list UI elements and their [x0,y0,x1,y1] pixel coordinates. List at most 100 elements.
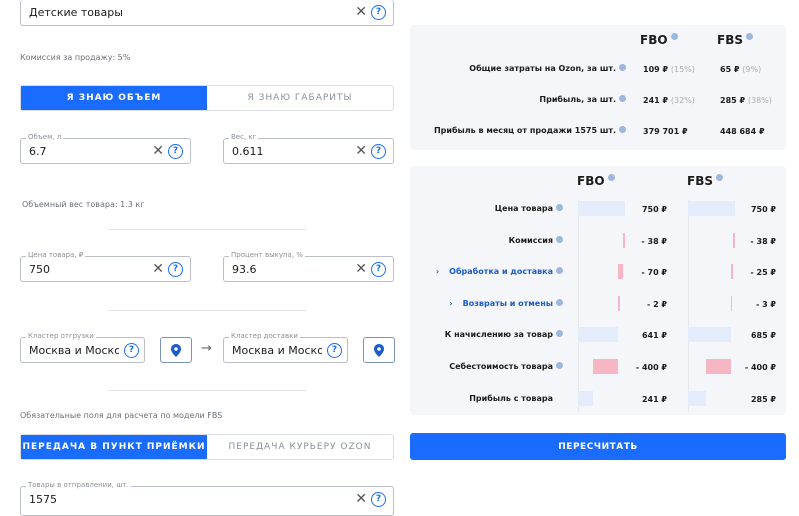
breakdown-bar-fbo [622,232,625,248]
info-icon [670,33,678,40]
weight-input[interactable]: Вес, кг 0.611 ✕ ? [223,133,394,164]
breakdown-fbo-value: 750 ₽ [641,205,667,214]
info-icon [619,126,626,133]
breakdown-fbo-value: - 400 ₽ [635,363,667,372]
info-icon [746,33,753,40]
divider [108,310,306,311]
breakdown-fbo-value: - 70 ₽ [641,268,667,278]
help-icon[interactable]: ? [371,492,386,507]
breakdown-header-fbs: FBS [687,174,723,188]
chevron-right-icon: › [435,267,440,277]
breakdown-fbo-value: 641 ₽ [641,331,667,341]
summary-fbo-value: 109 ₽ (15%) [643,65,695,74]
clear-icon[interactable]: ✕ [355,143,367,159]
delivery-cluster-input[interactable]: Кластер доставки Москва и Московская ? [223,332,348,363]
breakdown-bar-fbs [688,390,706,406]
breakdown-fbs-value: - 400 ₽ [744,363,776,372]
help-icon[interactable]: ? [168,262,183,277]
breakdown-row-label: Комиссия [410,235,563,248]
clear-icon[interactable]: ✕ [152,261,164,277]
breakdown-fbo-value: - 38 ₽ [641,236,667,246]
breakdown-row-label: Цена товара [410,204,563,216]
recalculate-button[interactable]: ПЕРЕСЧИТАТЬ [410,433,786,460]
breakdown-bar-fbo [578,327,619,343]
volume-label: Объем, л [26,133,64,142]
breakdown-fbs-value: 750 ₽ [750,205,776,214]
breakdown-bar-fbs [688,327,731,343]
weight-value: 0.611 [232,145,264,158]
summary-row-label: Общие затраты на Ozon, за шт. [410,64,626,76]
info-icon [607,174,615,181]
category-value: Детские товары [29,6,123,19]
summary-header-fbo: FBO [640,33,678,47]
breakdown-header-fbo: FBO [577,174,615,188]
delivery-cluster-value: Москва и Московская [232,344,322,357]
breakdown-fbo-value: 241 ₽ [641,394,667,404]
summary-fbo-value: 379 701 ₽ [643,127,688,136]
clear-icon[interactable]: ✕ [355,4,367,20]
fbs-mode-toggle: ПЕРЕДАЧА В ПУНКТ ПРИЁМКИ ПЕРЕДАЧА КУРЬЕР… [20,434,394,460]
summary-panel: FBO FBS Общие затраты на Ozon, за шт. 10… [410,25,786,150]
breakdown-bar-fbo [618,295,620,311]
category-input[interactable]: Детские товары ✕ ? [20,0,394,26]
help-icon[interactable]: ? [371,144,386,159]
fbs-mode-pickup-point[interactable]: ПЕРЕДАЧА В ПУНКТ ПРИЁМКИ [21,435,207,459]
clear-icon[interactable]: ✕ [152,143,164,159]
breakdown-fbs-value: - 25 ₽ [750,268,776,278]
help-icon[interactable]: ? [327,343,342,358]
fbs-mode-courier[interactable]: ПЕРЕДАЧА КУРЬЕРУ OZON [228,442,372,452]
weight-label: Вес, кг [229,133,259,142]
ship-cluster-map-button[interactable] [160,337,192,363]
info-icon [716,174,723,181]
size-mode-dimensions[interactable]: Я ЗНАЮ ГАБАРИТЫ [247,93,353,103]
breakdown-row-label: Прибыль с товара [469,393,553,403]
volume-input[interactable]: Объем, л 6.7 ✕ ? [20,133,191,164]
breakdown-bar-fbo [578,390,594,406]
price-label: Цена товара, ₽ [26,251,86,260]
quantity-label: Товары в отправлении, шт. [26,481,131,490]
help-icon[interactable]: ? [371,5,386,20]
ship-cluster-input[interactable]: Кластер отгрузки Москва и Московская ? [20,332,145,363]
summary-fbs-value: 65 ₽ (9%) [720,65,762,74]
breakdown-bar-fbs [730,295,733,311]
buyout-label: Процент выкупа, % [229,251,305,260]
delivery-cluster-map-button[interactable] [363,337,395,363]
summary-fbo-value: 241 ₽ (32%) [643,96,695,105]
quantity-input[interactable]: Товары в отправлении, шт. 1575 ✕ ? [20,481,394,516]
breakdown-bar-fbs [688,201,735,216]
breakdown-panel: FBO FBS Цена товара 750 ₽ 750 ₽ Комиссия - 3… [410,166,786,415]
info-icon [556,362,563,369]
price-value: 750 [29,263,50,276]
map-pin-icon [171,343,181,357]
info-icon [619,95,626,102]
breakdown-bar-fbo [618,264,623,280]
fbs-note: Обязательные поля для расчета по модели … [20,411,223,420]
buyout-input[interactable]: Процент выкупа, % 93.6 ✕ ? [223,251,394,282]
breakdown-row-label[interactable]: › Возвраты и отмены [410,298,563,311]
price-input[interactable]: Цена товара, ₽ 750 ✕ ? [20,251,191,282]
clear-icon[interactable]: ✕ [355,261,367,277]
help-icon[interactable]: ? [124,343,139,358]
breakdown-bar-fbo [593,359,619,374]
breakdown-row-label[interactable]: › Обработка и доставка [410,267,563,279]
breakdown-bar-fbs [732,232,735,248]
size-mode-volume[interactable]: Я ЗНАЮ ОБЪЕМ [21,86,207,110]
divider [108,390,306,391]
quantity-value: 1575 [29,493,57,506]
summary-fbs-value: 285 ₽ (38%) [720,96,772,105]
breakdown-row-label: Себестоимость товара [410,362,563,374]
help-icon[interactable]: ? [168,144,183,159]
info-icon [556,298,563,306]
ship-cluster-label: Кластер отгрузки [26,332,96,341]
help-icon[interactable]: ? [371,262,386,277]
breakdown-fbs-value: 285 ₽ [750,394,776,404]
info-icon [556,204,563,211]
clear-icon[interactable]: ✕ [355,491,367,507]
chevron-right-icon: › [449,298,453,308]
info-icon [556,235,563,243]
info-icon [556,330,563,338]
info-icon [556,267,563,275]
breakdown-fbs-value: 685 ₽ [750,331,776,341]
arrow-right-icon: → [201,341,212,356]
volume-value: 6.7 [29,145,47,158]
